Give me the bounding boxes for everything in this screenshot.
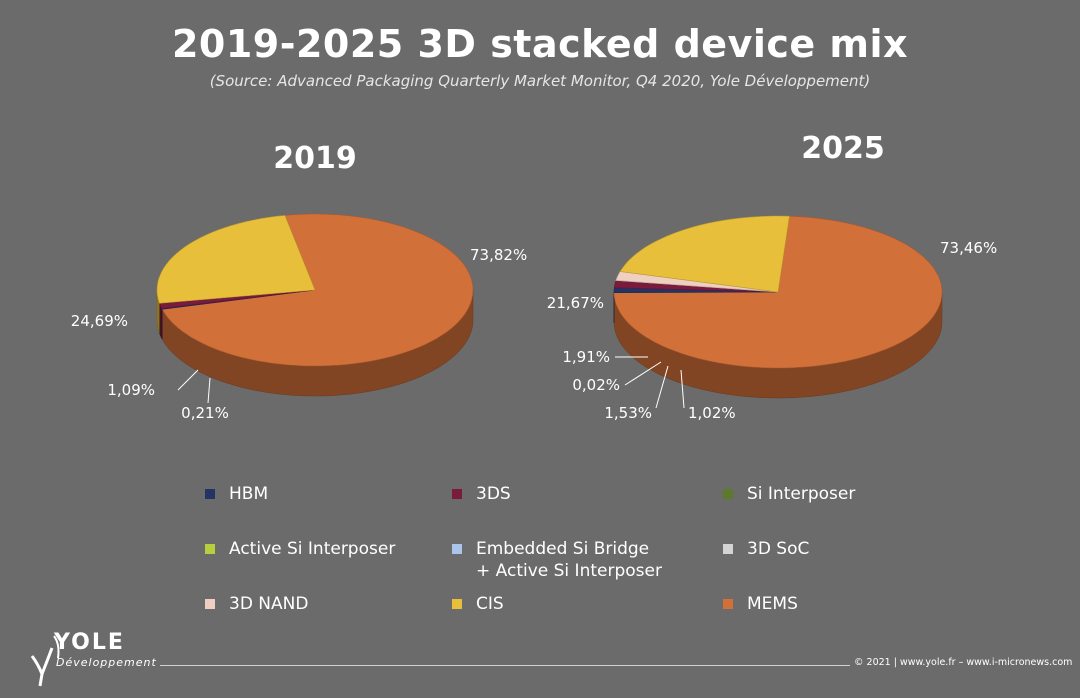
pie-slice-cis bbox=[156, 215, 316, 304]
logo-name: YOLE bbox=[54, 630, 125, 655]
pie-slice-mems bbox=[161, 213, 474, 367]
slice-label: 24,69% bbox=[71, 312, 128, 330]
slice-label: 0,02% bbox=[572, 376, 620, 394]
slice-label: 73,46% bbox=[940, 239, 997, 257]
slice-label: 1,53% bbox=[604, 404, 652, 422]
chart-title: 2019-2025 3D stacked device mix bbox=[171, 22, 909, 66]
leader-line bbox=[624, 361, 662, 386]
slice-label: 1,02% bbox=[688, 404, 736, 422]
leader-line bbox=[680, 369, 685, 409]
slice-label: 21,67% bbox=[547, 294, 604, 312]
pie-chart-2025: 2025 73,46% 1,02% 1,53% 0,02% 1,91% 21,67% bbox=[547, 131, 997, 422]
chart-subtitle: (Source: Advanced Packaging Quarterly Ma… bbox=[209, 72, 871, 90]
footer-copyright: © 2021 | www.yole.fr – www.i-micronews.c… bbox=[854, 657, 1073, 668]
logo-subtitle: Développement bbox=[56, 656, 157, 669]
pie-slice-cis bbox=[619, 215, 790, 293]
pie-title: 2025 bbox=[801, 131, 885, 166]
slice-label: 0,21% bbox=[181, 404, 229, 422]
slice-label: 1,91% bbox=[562, 348, 610, 366]
leader-line bbox=[177, 369, 199, 391]
pie-title: 2019 bbox=[273, 141, 357, 176]
pie-chart-2019: 2019 73,82% 0,21% 1,09% 24,69% bbox=[71, 141, 527, 422]
slice-label: 1,09% bbox=[107, 381, 155, 399]
pie-side-3ds bbox=[159, 303, 162, 339]
slice-label: 73,82% bbox=[470, 246, 527, 264]
leader-line bbox=[207, 377, 211, 404]
footer-divider bbox=[160, 665, 850, 666]
leader-line bbox=[655, 365, 669, 409]
yole-logo-icon bbox=[30, 635, 60, 687]
